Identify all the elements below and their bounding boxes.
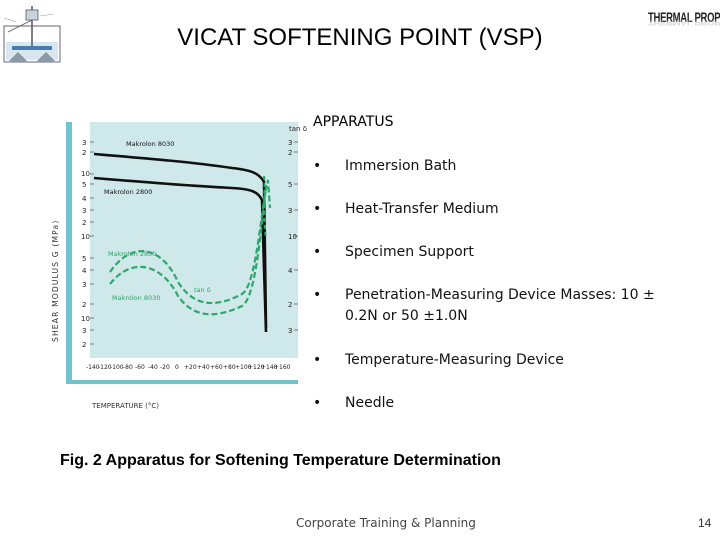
svg-text:-120: -120: [98, 364, 112, 371]
svg-text:4: 4: [82, 267, 87, 275]
bullet-icon: •: [313, 244, 322, 260]
svg-text:+60: +60: [210, 364, 223, 371]
svg-text:2: 2: [288, 301, 292, 309]
svg-text:-140: -140: [86, 364, 100, 371]
svg-text:3: 3: [288, 207, 292, 215]
svg-text:+120: +120: [248, 364, 265, 371]
bullet-icon: •: [313, 352, 322, 368]
svg-text:3: 3: [288, 139, 292, 147]
makrolon-8030-tan-delta-curve: [109, 187, 268, 316]
svg-text:+100: +100: [235, 364, 252, 371]
svg-text:5: 5: [82, 255, 86, 263]
apparatus-thumbnail: [3, 6, 61, 63]
svg-text:-40: -40: [148, 364, 158, 371]
svg-text:3: 3: [82, 327, 86, 335]
svg-text:2: 2: [82, 149, 86, 157]
list-item-text: Temperature-Measuring Device: [345, 352, 564, 368]
svg-text:5: 5: [288, 181, 292, 189]
makrolon-8030-tan-label: Makrolon 8030: [112, 294, 160, 302]
svg-text:-80: -80: [123, 364, 133, 371]
tan-delta-axis-label: tan δ: [289, 125, 307, 133]
brand-logo: THERMAL PROPERTIES THERMAL PROPERTIES: [648, 10, 720, 42]
makrolon-2800-tan-label: Makrolon 2800: [108, 250, 156, 258]
svg-text:10: 10: [81, 233, 90, 241]
svg-text:4: 4: [82, 195, 87, 203]
footer-text: Corporate Training & Planning: [296, 516, 476, 530]
svg-text:+40: +40: [197, 364, 210, 371]
svg-text:+160: +160: [274, 364, 291, 371]
bullet-icon: •: [313, 287, 322, 303]
svg-text:+140: +140: [261, 364, 278, 371]
svg-text:-60: -60: [135, 364, 145, 371]
slide-title: VICAT SOFTENING POINT (VSP): [177, 24, 543, 51]
tan-delta-label: tan δ: [194, 286, 211, 294]
makrolon-8030-modulus-curve: [93, 152, 268, 329]
bullet-icon: •: [313, 158, 322, 174]
apparatus-heading: APPARATUS: [313, 114, 394, 130]
svg-text:10: 10: [81, 170, 90, 178]
logo-text: THERMAL PROPERTIES: [648, 10, 720, 27]
logo-reflection: THERMAL PROPERTIES: [648, 18, 720, 27]
list-item-text: Heat-Transfer Medium: [345, 201, 499, 217]
svg-text:3: 3: [82, 139, 86, 147]
svg-text:10: 10: [288, 233, 297, 241]
svg-text:4: 4: [288, 267, 293, 275]
svg-text:3: 3: [82, 207, 86, 215]
list-item-text: Needle: [345, 395, 395, 411]
svg-text:10: 10: [81, 315, 90, 323]
makrolon-8030-label: Makrolon 8030: [126, 140, 174, 148]
svg-text:2: 2: [82, 219, 86, 227]
list-item-text: Specimen Support: [345, 244, 474, 260]
page-number: 14: [698, 516, 712, 530]
list-item-text: Immersion Bath: [345, 158, 457, 174]
svg-text:+20: +20: [184, 364, 197, 371]
x-axis-ticks: -140 -120 -100 -80 -60 -40 -20 0 +20 +40…: [86, 364, 291, 371]
figure-caption: Fig. 2 Apparatus for Softening Temperatu…: [60, 452, 501, 469]
svg-text:3: 3: [82, 281, 86, 289]
shear-modulus-figure: 3 2 10 5 4 3 2 10 5 4 3 2 10 3 2 tan δ 3 2 5 3 10 4 2 3…: [52, 122, 307, 410]
y-axis-label: SHEAR MODULUS G (MPa): [52, 220, 60, 342]
svg-text:3: 3: [288, 327, 292, 335]
x-axis-label: TEMPERATURE (°C): [91, 402, 159, 410]
svg-text:5: 5: [82, 181, 86, 189]
list-item-text: Penetration-Measuring Device Masses: 10 …: [345, 287, 655, 324]
svg-text:-100: -100: [110, 364, 124, 371]
bullet-icon: •: [313, 395, 322, 411]
makrolon-2800-modulus-curve: [93, 176, 268, 333]
makrolon-2800-label: Makrolon 2800: [104, 188, 152, 196]
svg-text:+80: +80: [223, 364, 236, 371]
svg-text:2: 2: [82, 301, 86, 309]
svg-text:2: 2: [288, 149, 292, 157]
svg-text:-20: -20: [160, 364, 170, 371]
svg-text:0: 0: [175, 364, 179, 371]
svg-text:2: 2: [82, 341, 86, 349]
bullet-icon: •: [313, 201, 322, 217]
